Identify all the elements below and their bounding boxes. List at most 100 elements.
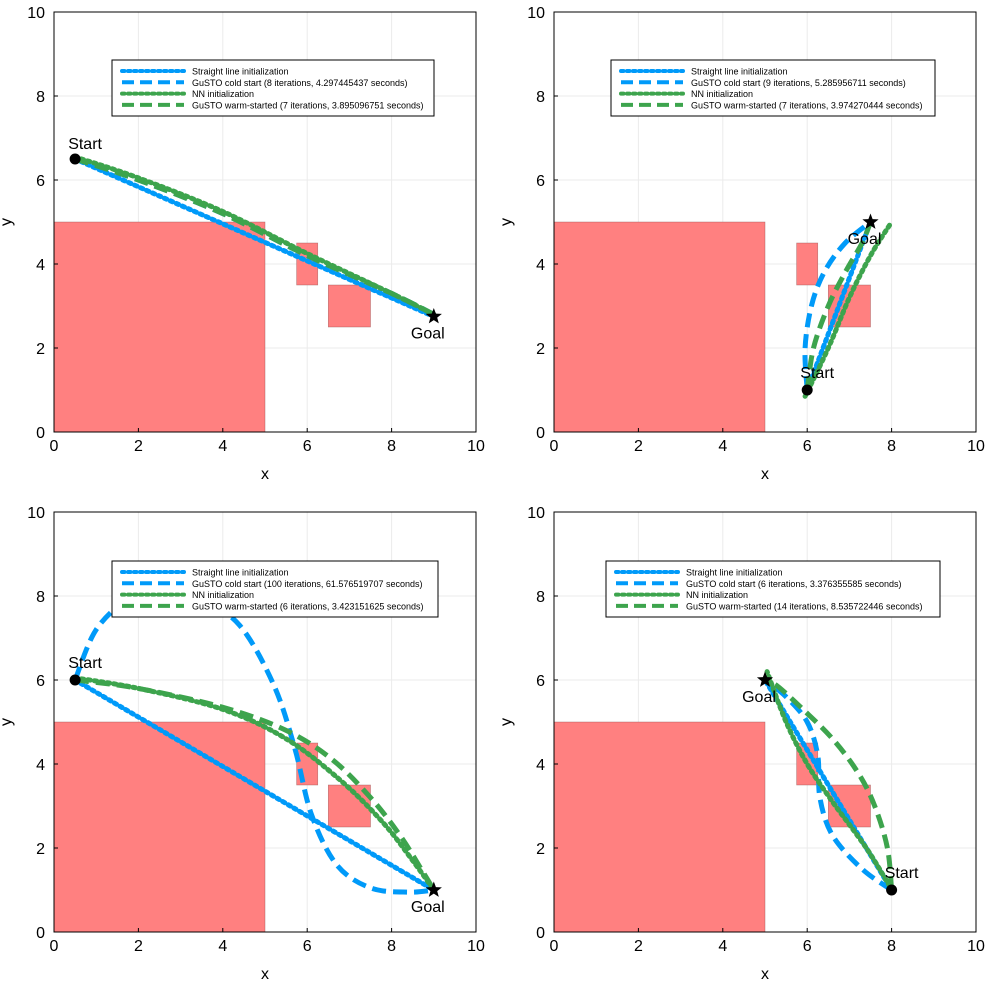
legend-entry-2: GuSTO cold start (9 iterations, 5.285956…	[691, 78, 906, 88]
plot-frame	[553, 11, 977, 433]
legend-entry-1: Straight line initialization	[686, 568, 783, 578]
goal-label: Goal	[848, 231, 882, 248]
y-axis-label: y	[498, 218, 515, 226]
y-axis-label: y	[0, 218, 15, 226]
chart-panel-1: Start Goal 0 2 4 6 8 10 0 2 4 6 8 10 x y Straight line i…	[0, 5, 485, 483]
start-marker	[69, 153, 81, 165]
y-tick-label: 4	[36, 257, 45, 274]
x-axis-label: x	[761, 466, 769, 483]
x-tick-label: 8	[387, 438, 396, 455]
start-label: Start	[68, 136, 102, 153]
y-tick-label: 8	[536, 89, 545, 106]
legend-entry-4: GuSTO warm-started (7 iterations, 3.8950…	[192, 100, 423, 110]
x-axis-label: x	[761, 966, 769, 983]
series-line-3	[802, 219, 895, 399]
plot-frame	[53, 511, 477, 933]
x-tick-label: 6	[303, 438, 312, 455]
series-line-1	[72, 156, 437, 319]
obstacle-3	[327, 284, 371, 328]
goal-label: Goal	[411, 899, 445, 916]
y-tick-label: 6	[536, 173, 545, 190]
y-tick-label: 4	[36, 757, 45, 774]
legend-entry-3: NN initialization	[686, 590, 748, 600]
x-tick-label: 8	[887, 438, 896, 455]
y-tick-label: 8	[36, 89, 45, 106]
chart-panel-2: Start Goal 0 2 4 6 8 10 0 2 4 6 8 10 x y Straight line i…	[498, 5, 985, 483]
x-tick-label: 2	[134, 938, 143, 955]
series-line-2	[802, 220, 873, 391]
legend-entry-4: GuSTO warm-started (7 iterations, 3.9742…	[691, 100, 922, 110]
goal-star-icon	[425, 308, 442, 324]
x-axis-label: x	[261, 466, 269, 483]
x-tick-label: 8	[387, 938, 396, 955]
plot-frame	[553, 511, 977, 933]
series-line-1	[72, 677, 437, 893]
start-label: Start	[885, 865, 919, 882]
goal-star-icon	[756, 671, 774, 687]
x-tick-label: 4	[218, 938, 227, 955]
x-tick-label: 4	[718, 938, 727, 955]
y-tick-label: 0	[36, 425, 45, 442]
x-tick-label: 0	[550, 938, 559, 955]
x-tick-label: 2	[634, 938, 643, 955]
x-tick-label: 10	[967, 938, 985, 955]
series-line-3	[764, 669, 892, 889]
start-marker	[801, 384, 813, 396]
y-tick-label: 4	[536, 257, 545, 274]
start-label: Start	[68, 655, 102, 672]
obstacle-1	[53, 221, 266, 433]
x-tick-label: 10	[967, 438, 985, 455]
y-tick-label: 8	[536, 589, 545, 606]
legend-entry-2: GuSTO cold start (100 iterations, 61.576…	[192, 579, 422, 589]
obstacle-2	[796, 242, 819, 286]
y-tick-label: 10	[27, 505, 45, 522]
legend-entry-3: NN initialization	[192, 590, 254, 600]
x-tick-label: 10	[467, 438, 485, 455]
x-tick-label: 10	[467, 938, 485, 955]
y-axis-label: y	[498, 718, 515, 726]
obstacle-1	[553, 721, 766, 933]
x-tick-label: 0	[50, 938, 59, 955]
y-tick-label: 10	[27, 5, 45, 22]
goal-label: Goal	[411, 326, 445, 343]
goal-star-icon	[425, 881, 442, 897]
start-label: Start	[800, 365, 834, 382]
obstacle-1	[53, 721, 266, 933]
x-tick-label: 2	[634, 438, 643, 455]
y-tick-label: 2	[536, 341, 545, 358]
y-tick-label: 6	[36, 673, 45, 690]
obstacle-1	[553, 221, 766, 433]
y-tick-label: 0	[36, 925, 45, 942]
y-tick-label: 4	[536, 757, 545, 774]
x-tick-label: 6	[303, 938, 312, 955]
start-marker	[69, 674, 81, 686]
legend-entry-1: Straight line initialization	[691, 67, 788, 77]
goal-label: Goal	[742, 689, 776, 706]
y-axis-label: y	[0, 718, 15, 726]
plot-frame	[53, 11, 477, 433]
x-tick-label: 2	[134, 438, 143, 455]
x-tick-label: 8	[887, 938, 896, 955]
x-tick-label: 4	[218, 438, 227, 455]
legend-entry-1: Straight line initialization	[192, 568, 289, 578]
y-tick-label: 10	[527, 5, 545, 22]
x-tick-label: 6	[803, 938, 812, 955]
start-marker	[886, 884, 898, 896]
legend-entry-3: NN initialization	[192, 89, 254, 99]
y-tick-label: 6	[536, 673, 545, 690]
y-tick-label: 2	[536, 841, 545, 858]
series-line-4	[763, 677, 895, 891]
y-tick-label: 2	[36, 341, 45, 358]
x-tick-label: 0	[50, 438, 59, 455]
x-tick-label: 6	[803, 438, 812, 455]
series-line-4	[74, 677, 436, 892]
y-tick-label: 8	[36, 589, 45, 606]
chart-panel-3: Start Goal 0 2 4 6 8 10 0 2 4 6 8 10 x y Straight line i…	[0, 505, 485, 983]
x-tick-label: 4	[718, 438, 727, 455]
x-axis-label: x	[261, 966, 269, 983]
